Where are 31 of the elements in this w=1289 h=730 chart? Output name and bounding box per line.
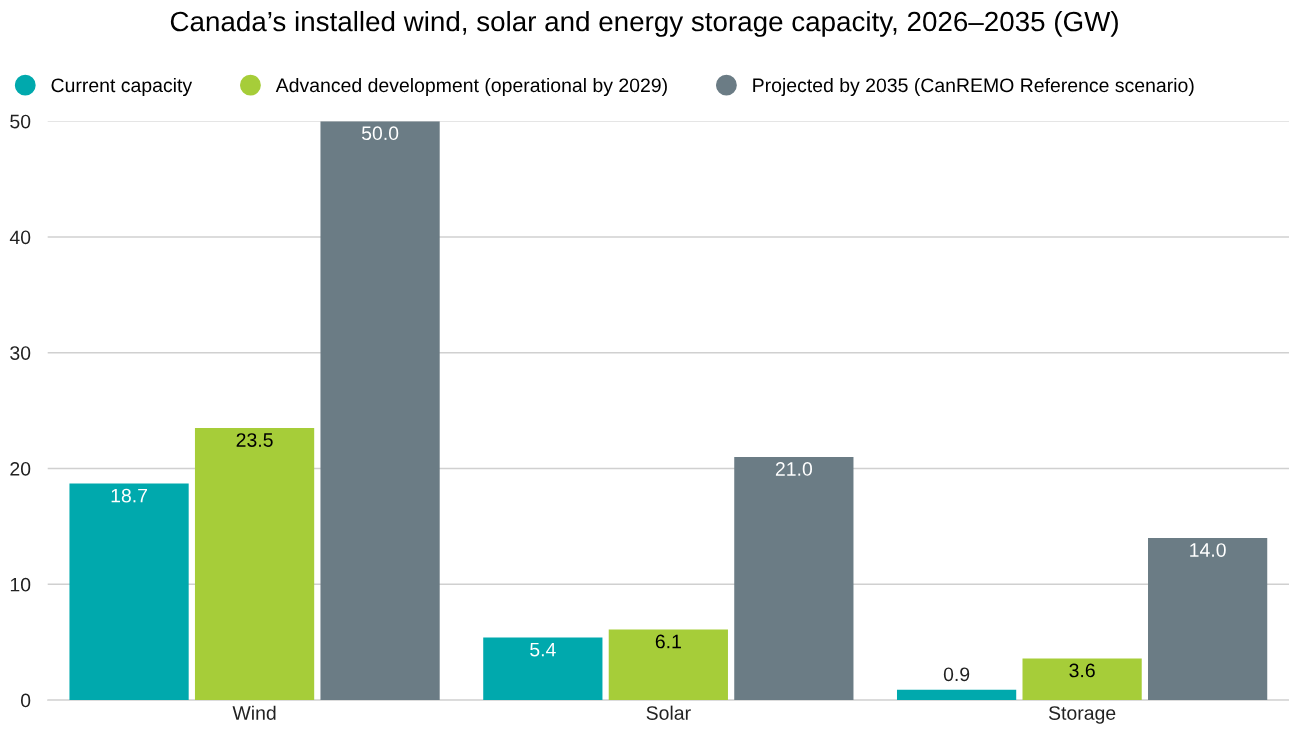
x-tick-label: Solar xyxy=(646,705,691,720)
data-label: 50.0 xyxy=(361,126,399,141)
x-tick-label: Wind xyxy=(232,705,276,720)
y-tick-label: 50 xyxy=(10,114,31,129)
legend-label: Projected by 2035 (CanREMO Reference scenario) xyxy=(753,77,1194,97)
legend-label: Current capacity xyxy=(51,77,193,97)
chart-title: Canada’s installed wind, solar and energy storage capacity, 2026–2035 (GW) xyxy=(170,10,1118,37)
data-label: 3.6 xyxy=(1069,663,1095,678)
legend-label: Advanced development (operational by 2029) xyxy=(275,77,667,97)
data-label: 6.1 xyxy=(655,634,681,649)
data-label: 5.4 xyxy=(530,642,556,657)
bar xyxy=(69,483,189,701)
x-tick-label: Storage xyxy=(1048,706,1116,724)
y-tick-label: 40 xyxy=(9,230,31,245)
y-tick-label: 20 xyxy=(10,461,31,476)
data-label: 21.0 xyxy=(775,462,813,476)
y-tick-label: 30 xyxy=(10,346,31,360)
bar xyxy=(1022,658,1142,701)
data-label: 23.5 xyxy=(236,433,273,447)
bar xyxy=(483,637,603,701)
y-tick-label: 10 xyxy=(10,577,31,592)
bar xyxy=(194,427,315,701)
bar xyxy=(734,456,854,701)
bar xyxy=(320,121,440,701)
y-tick-label: 0 xyxy=(20,693,31,708)
data-label: 0.9 xyxy=(943,667,970,682)
data-label: 18.7 xyxy=(111,488,148,503)
data-label: 14.0 xyxy=(1190,543,1226,557)
bar xyxy=(608,629,728,701)
bar xyxy=(896,689,1017,701)
bar xyxy=(1148,537,1268,701)
